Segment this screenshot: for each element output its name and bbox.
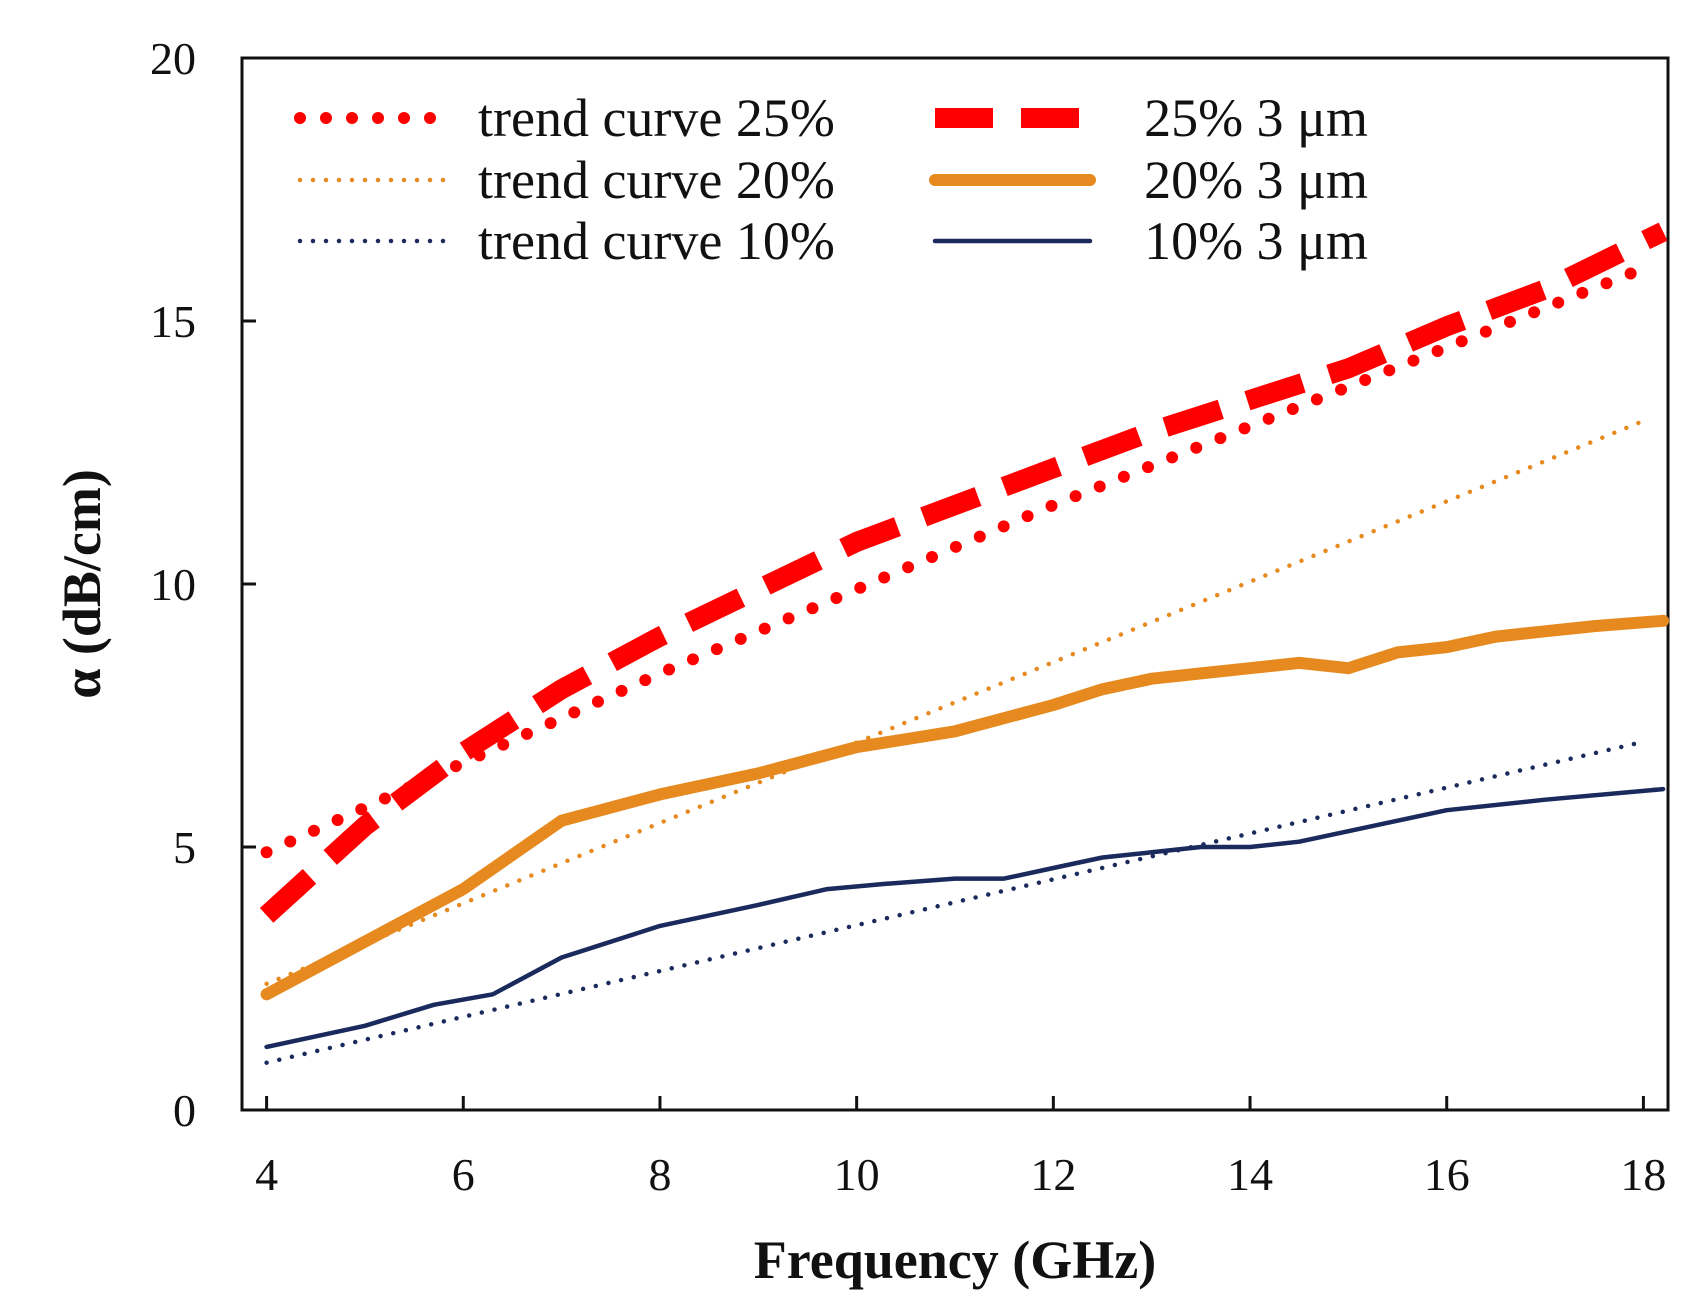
legend-label: trend curve 10%	[478, 211, 835, 271]
legend-label: 10% 3 μm	[1144, 211, 1368, 271]
legend-label: 25% 3 μm	[1144, 88, 1368, 148]
x-tick-label: 4	[255, 1149, 278, 1200]
series-line-10-3-m	[264, 786, 1666, 1050]
series-line-25-3-m	[259, 222, 1668, 923]
plot-frame	[240, 56, 1670, 1112]
x-tick-label: 10	[834, 1149, 880, 1200]
series-line-trend-curve-20-	[264, 418, 1646, 987]
y-tick-label: 0	[173, 1085, 196, 1136]
legend-label: trend curve 20%	[478, 150, 835, 210]
series-line-trend-curve-10-	[264, 739, 1646, 1065]
legend-label: 20% 3 μm	[1144, 150, 1368, 210]
x-tick-label: 8	[648, 1149, 671, 1200]
y-axis-ticks: 0 5 10 15 20	[150, 33, 256, 1136]
legend-label: trend curve 25%	[478, 88, 835, 148]
x-tick-label: 14	[1227, 1149, 1273, 1200]
series-line-trend-curve-25-	[260, 262, 1650, 859]
x-tick-label: 16	[1424, 1149, 1470, 1200]
y-tick-label: 20	[150, 33, 196, 84]
x-axis-ticks: 4 6 8 10 12 14 16 18	[255, 1096, 1666, 1200]
y-tick-label: 15	[150, 296, 196, 347]
y-axis-title: α (dB/cm)	[52, 469, 112, 699]
x-tick-label: 18	[1620, 1149, 1666, 1200]
series-layer	[259, 222, 1670, 1065]
series-line-20-3-m	[260, 614, 1670, 1001]
y-tick-label: 10	[150, 559, 196, 610]
legend: trend curve 25%trend curve 20%trend curv…	[294, 88, 1368, 271]
x-tick-label: 12	[1030, 1149, 1076, 1200]
x-axis-title: Frequency (GHz)	[754, 1230, 1156, 1290]
y-tick-label: 5	[173, 822, 196, 873]
x-tick-label: 6	[452, 1149, 475, 1200]
